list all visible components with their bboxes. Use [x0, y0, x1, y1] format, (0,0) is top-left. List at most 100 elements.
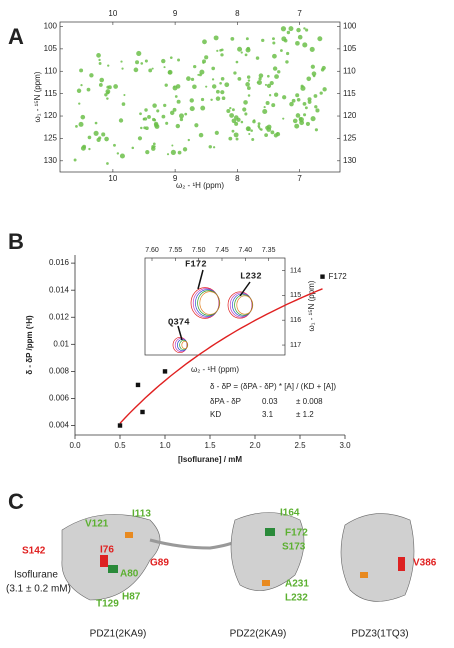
peak: [235, 137, 239, 141]
peak: [266, 83, 272, 88]
y-tick-label: 125: [44, 134, 58, 143]
peak: [202, 61, 205, 64]
y-tick-label: 125: [343, 134, 357, 143]
peak: [215, 96, 221, 101]
peak: [119, 153, 125, 159]
peak: [94, 121, 98, 125]
peak: [265, 101, 270, 106]
peak: [294, 123, 300, 129]
peak: [96, 53, 101, 58]
highlight: [398, 557, 405, 571]
peak: [73, 158, 77, 162]
param-error: ± 1.2: [296, 410, 314, 419]
plot-frame: [59, 21, 341, 173]
peak: [144, 59, 148, 63]
peak: [220, 90, 225, 95]
peak: [107, 64, 110, 67]
param-value: 3.1: [262, 410, 274, 419]
peak: [237, 46, 243, 52]
peak: [257, 124, 261, 128]
peak: [89, 73, 94, 78]
inset-y-tick-label: 116: [290, 317, 301, 324]
peak: [106, 162, 109, 165]
peak: [258, 73, 264, 78]
protein-ribbons: [61, 512, 415, 602]
peak: [148, 68, 153, 73]
panel-label: C: [8, 489, 24, 514]
highlight: [100, 555, 108, 567]
x-tick-label: 9: [173, 174, 178, 183]
x-tick-label: 2.5: [294, 441, 306, 450]
peak: [300, 85, 306, 91]
peak: [240, 51, 243, 54]
highlight: [360, 572, 368, 578]
peak: [164, 83, 168, 87]
y-tick-label: 115: [343, 89, 356, 98]
peak: [171, 144, 174, 147]
caption: PDZ3(1TQ3): [351, 629, 408, 640]
param-value: 0.03: [262, 397, 278, 406]
peak: [116, 152, 120, 155]
residue-label: H87: [122, 592, 141, 603]
peak: [87, 135, 92, 140]
peak: [215, 89, 220, 94]
panel-c: C Isoflurane (3.1 ± 0.2 mM) PDZ1(2KA9) P…: [6, 489, 415, 640]
peak: [233, 71, 237, 75]
peak: [170, 149, 176, 155]
peak: [189, 106, 195, 112]
peak: [286, 51, 290, 56]
peak: [144, 108, 148, 112]
inset-y-tick-label: 117: [290, 342, 301, 349]
y-tick-label: 120: [343, 111, 357, 120]
peak: [139, 112, 142, 116]
peak: [177, 58, 181, 62]
peak: [296, 98, 301, 102]
peak: [80, 145, 86, 151]
peak: [151, 146, 156, 151]
peak: [251, 137, 255, 141]
peak: [179, 117, 184, 122]
peak: [211, 78, 215, 81]
peak: [153, 145, 156, 148]
peak: [234, 121, 239, 126]
peak: [76, 88, 82, 93]
peak: [311, 71, 317, 77]
peak: [147, 115, 151, 119]
peak: [285, 60, 289, 64]
y-tick-label: 120: [44, 111, 58, 120]
y-axis-label: δ - δP /ppm (¹H): [25, 315, 34, 375]
inset-y-label: ω₁ - ¹⁵N (ppm): [307, 280, 316, 331]
peak: [252, 119, 256, 124]
peak: [193, 64, 197, 69]
peak: [198, 132, 204, 138]
peak: [297, 34, 303, 40]
peak: [177, 150, 182, 155]
peak: [88, 147, 91, 151]
peak: [231, 108, 235, 112]
contour: [236, 295, 254, 315]
peak: [93, 130, 99, 136]
peak: [224, 82, 230, 88]
linker: [149, 538, 241, 550]
peak: [246, 75, 251, 79]
peak: [135, 60, 140, 65]
peak: [244, 112, 248, 116]
peak: [204, 55, 209, 60]
peak: [220, 48, 224, 52]
peak: [267, 74, 270, 78]
peak: [194, 123, 199, 128]
peak: [258, 77, 262, 81]
peak: [314, 105, 318, 109]
peak: [246, 126, 251, 131]
peak: [113, 84, 119, 89]
peak: [268, 94, 272, 97]
x-tick-label: 10: [108, 174, 117, 183]
highlights: [100, 528, 405, 586]
inset-x-tick-label: 7.50: [192, 247, 206, 254]
peak: [101, 132, 106, 137]
peak: [282, 117, 285, 120]
highlight: [125, 532, 133, 538]
inset-y-tick-label: 114: [290, 267, 301, 274]
residue-label: I76: [100, 545, 114, 556]
peak: [123, 94, 126, 97]
